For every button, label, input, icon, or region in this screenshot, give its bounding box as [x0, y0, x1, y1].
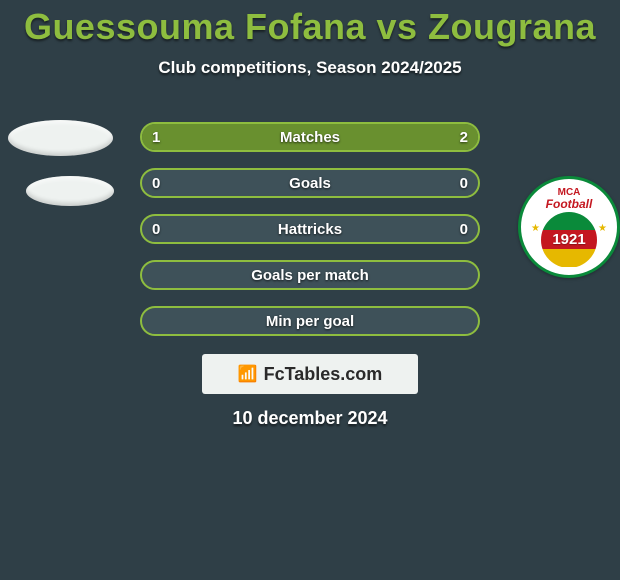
stat-row: Goals per match	[140, 260, 480, 290]
subtitle: Club competitions, Season 2024/2025	[0, 58, 620, 78]
stat-row: Goals0 0	[140, 168, 480, 198]
page-title: Guessouma Fofana vs Zougrana	[0, 0, 620, 48]
badge-year: 1921	[552, 231, 585, 248]
stat-value-right: 0	[460, 170, 468, 196]
player2-club-badge: MCA Football ★ ★ 1921	[518, 176, 620, 278]
player1-avatar-placeholder	[8, 120, 113, 156]
badge-stripe-bot	[541, 249, 597, 268]
brand-text: FcTables.com	[264, 364, 383, 385]
stat-row: Min per goal	[140, 306, 480, 336]
stat-value-left: 0	[152, 216, 160, 242]
star-icon: ★	[598, 223, 607, 234]
star-icon: ★	[531, 223, 540, 234]
badge-stripe-top	[541, 212, 597, 231]
comparison-card: Guessouma Fofana vs Zougrana Club compet…	[0, 0, 620, 580]
badge-mid-text: Football	[546, 197, 593, 211]
stat-value-right: 0	[460, 216, 468, 242]
brand-box: 📶 FcTables.com	[202, 354, 418, 394]
badge-inner-circle: 1921	[541, 212, 597, 268]
stat-row: Hattricks0 0	[140, 214, 480, 244]
stat-bars: Matches12Goals00Hattricks00Goals per mat…	[140, 122, 480, 352]
stat-label: Hattricks	[142, 216, 478, 242]
stat-value-left: 0	[152, 170, 160, 196]
date-text: 10 december 2024	[0, 408, 620, 429]
stat-label: Min per goal	[142, 308, 478, 334]
player1-club-placeholder	[26, 176, 114, 206]
stat-label: Goals	[142, 170, 478, 196]
chart-icon: 📶	[238, 364, 258, 384]
stat-row: Matches12	[140, 122, 480, 152]
stat-value-right: 2	[460, 124, 468, 150]
stat-value-left: 1	[152, 124, 160, 150]
bar-fill-right	[253, 124, 478, 150]
stat-label: Goals per match	[142, 262, 478, 288]
